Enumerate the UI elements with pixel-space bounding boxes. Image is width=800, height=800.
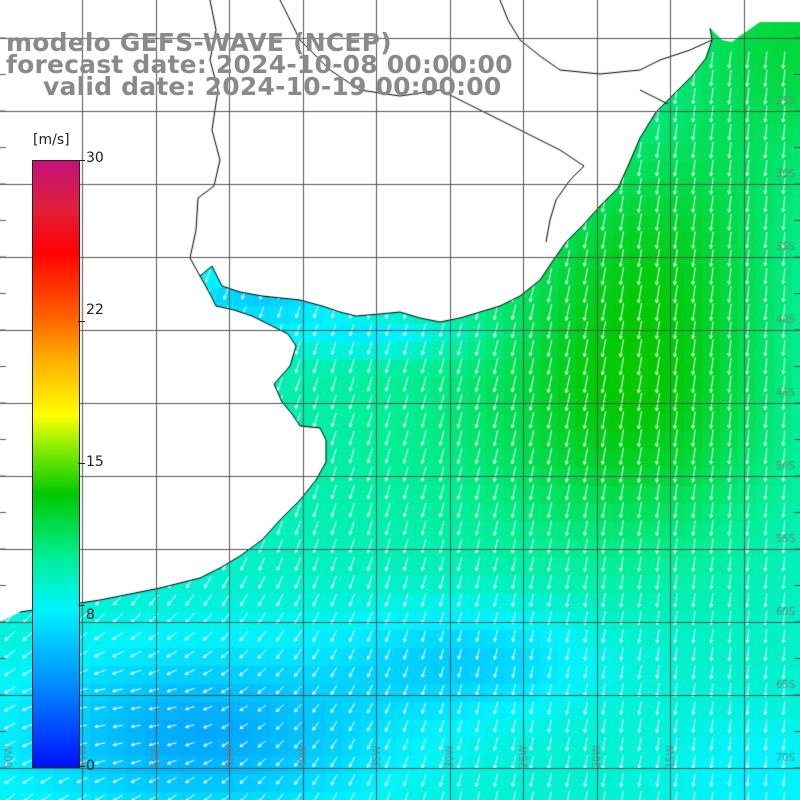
colorbar-tick-mark bbox=[78, 321, 85, 322]
colorbar-tick-label: 15 bbox=[86, 454, 104, 470]
colorbar-unit: [m/s] bbox=[33, 132, 70, 148]
colorbar-tick-label: 8 bbox=[86, 607, 95, 623]
model-title: modelo GEFS-WAVE (NCEP) bbox=[6, 28, 392, 57]
colorbar-tick-mark bbox=[78, 766, 85, 767]
colorbar-tick-mark bbox=[78, 463, 85, 464]
valid-date: valid date: 2024-10-19 00:00:00 bbox=[43, 72, 502, 101]
colorbar bbox=[32, 160, 80, 768]
colorbar-tick-label: 30 bbox=[86, 150, 104, 166]
colorbar-tick-mark bbox=[78, 605, 85, 606]
colorbar-tick-mark bbox=[78, 160, 85, 161]
colorbar-tick-label: 22 bbox=[86, 302, 104, 318]
forecast-date: forecast date: 2024-10-08 00:00:00 bbox=[6, 50, 513, 79]
colorbar-tick-label: 0 bbox=[86, 758, 95, 774]
